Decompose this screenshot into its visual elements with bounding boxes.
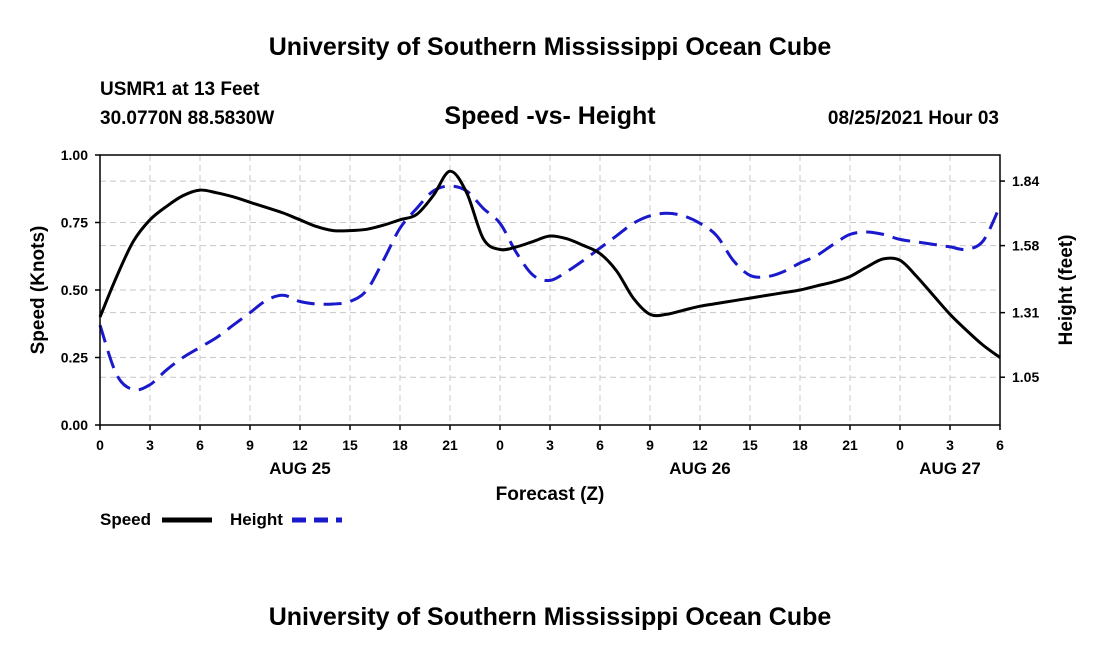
y2-tick-label: 1.84 xyxy=(1012,173,1039,189)
y2-tick-label: 1.58 xyxy=(1012,238,1039,254)
y2-tick-label: 1.31 xyxy=(1012,305,1039,321)
station-coords: 30.0770N 88.5830W xyxy=(100,108,274,129)
x-tick-label: 9 xyxy=(246,437,254,453)
x-tick-label: 0 xyxy=(896,437,904,453)
y2-axis-label: Height (feet) xyxy=(1056,235,1077,346)
x-tick-label: 9 xyxy=(646,437,654,453)
x-tick-label: 6 xyxy=(596,437,604,453)
x-tick-label: 15 xyxy=(742,437,758,453)
legend: Speed Height xyxy=(100,510,342,529)
x-tick-label: 21 xyxy=(442,437,458,453)
y-tick-label: 1.00 xyxy=(61,147,88,163)
legend-height-label: Height xyxy=(230,510,283,529)
date-label: AUG 26 xyxy=(669,459,730,478)
y-axis-label: Speed (Knots) xyxy=(28,226,49,355)
x-tick-label: 21 xyxy=(842,437,858,453)
y-tick-label: 0.50 xyxy=(61,282,88,298)
series-line-speed xyxy=(98,169,1001,359)
x-tick-label: 6 xyxy=(996,437,1004,453)
forecast-datetime: 08/25/2021 Hour 03 xyxy=(828,108,999,129)
y-tick-label: 0.00 xyxy=(61,417,88,433)
date-label: AUG 25 xyxy=(269,459,330,478)
legend-speed-label: Speed xyxy=(100,510,151,529)
x-tick-label: 3 xyxy=(546,437,554,453)
x-tick-label: 18 xyxy=(792,437,808,453)
chart-title: Speed -vs- Height xyxy=(444,102,656,130)
x-tick-label: 12 xyxy=(692,437,708,453)
x-tick-label: 3 xyxy=(146,437,154,453)
y-tick-label: 0.75 xyxy=(61,215,88,231)
bottom-title: University of Southern Mississippi Ocean… xyxy=(269,603,832,631)
x-tick-label: 15 xyxy=(342,437,358,453)
y2-tick-label: 1.05 xyxy=(1012,369,1039,385)
date-label: AUG 27 xyxy=(919,459,980,478)
top-title: University of Southern Mississippi Ocean… xyxy=(269,33,832,61)
x-axis-label: Forecast (Z) xyxy=(496,484,605,505)
x-tick-label: 0 xyxy=(496,437,504,453)
series-layer xyxy=(98,169,1002,392)
x-tick-label: 3 xyxy=(946,437,954,453)
series-line-height xyxy=(98,184,1002,392)
x-tick-label: 18 xyxy=(392,437,408,453)
x-tick-label: 12 xyxy=(292,437,308,453)
grid xyxy=(100,155,1000,425)
ticks: 0 3 6 9 12 15 18 21 0 3 6 9 12 15 18 21 0 3 6 AUG 25 AUG 26 A… xyxy=(61,147,1040,478)
y-tick-label: 0.25 xyxy=(61,350,88,366)
station-label: USMR1 at 13 Feet xyxy=(100,79,260,100)
x-tick-label: 6 xyxy=(196,437,204,453)
x-tick-label: 0 xyxy=(96,437,104,453)
